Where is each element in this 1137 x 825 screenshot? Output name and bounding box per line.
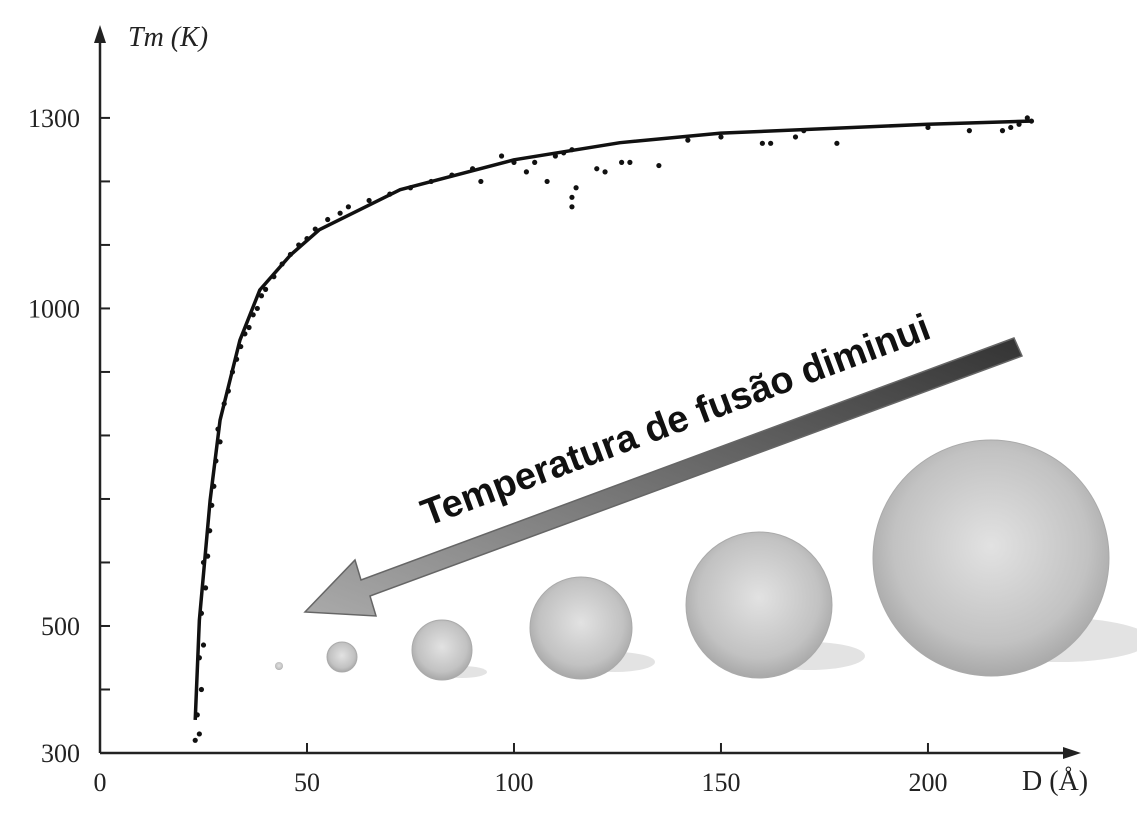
y-axis-label: Tm (K) [128, 22, 208, 53]
data-point [209, 502, 215, 508]
data-point [238, 343, 244, 350]
data-point [552, 153, 558, 159]
y-tick-label: 1000 [28, 294, 80, 323]
data-point [792, 134, 799, 140]
data-point [366, 197, 372, 204]
x-tick-label: 100 [494, 768, 533, 797]
data-point [211, 483, 217, 489]
data-point [271, 274, 277, 280]
data-point [685, 137, 691, 143]
data-point [325, 216, 331, 223]
data-point [966, 128, 972, 134]
data-point [619, 159, 625, 165]
data-point [407, 185, 414, 191]
data-point [1008, 124, 1014, 131]
y-tick-label: 300 [41, 739, 80, 768]
data-point [532, 159, 538, 165]
data-point [1028, 118, 1035, 124]
data-point [234, 356, 240, 362]
data-point [221, 401, 227, 407]
data-point [196, 731, 202, 737]
data-point [594, 166, 600, 172]
data-point [198, 610, 205, 616]
data-point [337, 210, 343, 216]
data-point [428, 178, 434, 185]
data-point [250, 312, 256, 318]
data-point [718, 134, 724, 140]
data-point [999, 128, 1006, 134]
data-point [511, 159, 517, 165]
data-point [602, 169, 608, 175]
data-point [544, 178, 550, 185]
data-point [202, 585, 209, 591]
data-point [834, 140, 840, 146]
data-point [561, 150, 567, 156]
data-point [254, 305, 260, 312]
annotation: Temperatura de fusão diminui [416, 307, 936, 535]
data-point [200, 559, 207, 566]
data-point [287, 251, 294, 258]
data-point [469, 166, 476, 172]
data-point [229, 369, 236, 375]
data-point [569, 204, 575, 210]
data-point [801, 128, 807, 134]
y-axis-arrow [94, 25, 106, 43]
data-point [498, 153, 505, 159]
data-point [1024, 115, 1030, 121]
data-point [759, 140, 765, 146]
data-point [569, 147, 575, 153]
data-point [196, 655, 202, 661]
y-tick-label: 1300 [28, 104, 80, 133]
data-point [242, 331, 248, 337]
data-point [345, 204, 351, 210]
data-point [262, 286, 269, 292]
data-point [449, 172, 455, 178]
data-point [225, 388, 231, 394]
data-point [213, 458, 219, 464]
data-point [573, 185, 579, 191]
data-point [205, 553, 211, 559]
data-point [207, 528, 213, 534]
data-point [627, 159, 633, 165]
x-tick-label: 200 [908, 768, 947, 797]
data-point [768, 140, 774, 146]
data-point [387, 191, 393, 197]
data-point [304, 235, 310, 242]
x-tick-label: 150 [701, 768, 740, 797]
x-tick-label: 0 [94, 768, 107, 797]
data-point [200, 642, 207, 648]
data-point [194, 712, 200, 718]
data-point [258, 293, 265, 299]
data-point [192, 737, 198, 743]
data-point [296, 242, 302, 248]
data-point [312, 226, 318, 232]
data-point [198, 686, 205, 693]
data-point [279, 261, 285, 267]
data-point [523, 169, 530, 175]
data-point [1016, 121, 1022, 127]
x-axis-arrow [1063, 747, 1081, 759]
data-point [478, 178, 484, 185]
x-axis-label: D (Å) [1022, 766, 1088, 797]
x-tick-label: 50 [294, 768, 320, 797]
data-point [925, 124, 931, 131]
data-point [215, 426, 221, 432]
data-point [656, 162, 662, 169]
data-point [217, 439, 223, 445]
data-point [246, 324, 252, 331]
illustration [275, 337, 1137, 681]
data-point [569, 194, 575, 200]
y-tick-label: 500 [41, 612, 80, 641]
